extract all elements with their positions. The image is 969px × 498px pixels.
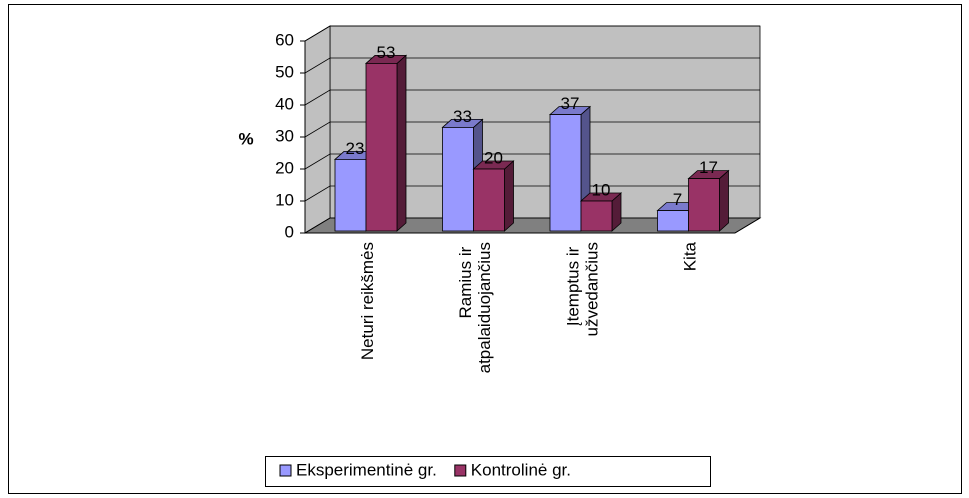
bar-side — [504, 160, 514, 232]
x-tick-label: Ramius ir atpalaiduojančius — [456, 242, 494, 373]
bar — [580, 200, 613, 232]
grid-line — [304, 153, 760, 170]
y-tick-label: 10 — [275, 190, 294, 209]
value-label: 20 — [484, 148, 503, 167]
bar — [657, 210, 689, 232]
legend-swatch — [454, 464, 467, 477]
legend-label: Eksperimentinė gr. — [296, 460, 437, 479]
legend-label: Kontrolinė gr. — [471, 460, 571, 479]
bar — [442, 127, 474, 232]
y-tick-label: 50 — [275, 62, 294, 81]
value-label: 10 — [592, 180, 611, 199]
bar — [549, 114, 582, 232]
bar — [334, 158, 367, 232]
grid-line — [304, 89, 760, 106]
grid-line — [304, 25, 760, 42]
bar-side — [396, 54, 407, 232]
y-tick-label: 0 — [285, 222, 294, 241]
x-tick-label: Įtemptus ir užvedančius — [564, 242, 602, 337]
y-tick-label: 60 — [275, 30, 294, 49]
bar-side — [719, 169, 729, 232]
value-label: 33 — [453, 107, 472, 126]
bar — [473, 168, 505, 232]
y-axis-label: % — [238, 129, 253, 148]
y-tick-label: 30 — [275, 126, 294, 145]
x-tick-label: Kita — [681, 241, 700, 271]
value-label: 7 — [673, 190, 682, 209]
x-tick-label: Neturi reikšmės — [358, 242, 377, 360]
legend-swatch — [279, 464, 292, 477]
y-tick-label: 40 — [275, 94, 294, 113]
bar — [688, 178, 720, 232]
y-tick-label: 20 — [275, 158, 294, 177]
grid-line — [304, 121, 760, 138]
value-label: 53 — [377, 43, 396, 62]
value-label: 17 — [699, 158, 718, 177]
x-axis-depth — [734, 217, 761, 234]
bar — [365, 63, 398, 232]
legend-box — [265, 456, 711, 487]
value-label: 37 — [561, 94, 580, 113]
value-label: 23 — [346, 139, 365, 158]
grid-line — [304, 57, 760, 74]
grid-line — [304, 185, 760, 202]
